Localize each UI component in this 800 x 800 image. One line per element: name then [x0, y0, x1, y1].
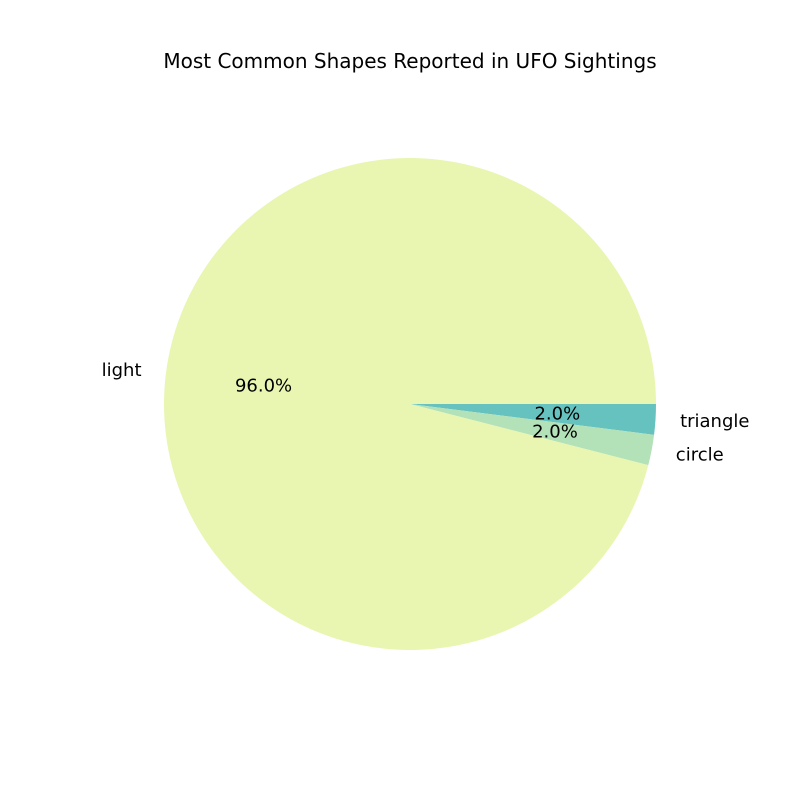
- slice-label-circle: circle: [676, 445, 724, 466]
- pie-slice-light: [163, 158, 656, 651]
- slice-label-triangle: triangle: [680, 411, 749, 432]
- pie-slices: [163, 158, 656, 651]
- pie-slice-triangle: [410, 404, 656, 435]
- slice-pct-triangle: 2.0%: [534, 403, 580, 424]
- slice-label-light: light: [102, 360, 142, 381]
- chart-title: Most Common Shapes Reported in UFO Sight…: [163, 49, 656, 73]
- pie-labels: triangle 2.0% circle 2.0% light 96.0%: [102, 360, 750, 466]
- slice-pct-circle: 2.0%: [532, 422, 578, 443]
- pie-slice-circle: [410, 404, 655, 466]
- slice-pct-light: 96.0%: [235, 376, 292, 397]
